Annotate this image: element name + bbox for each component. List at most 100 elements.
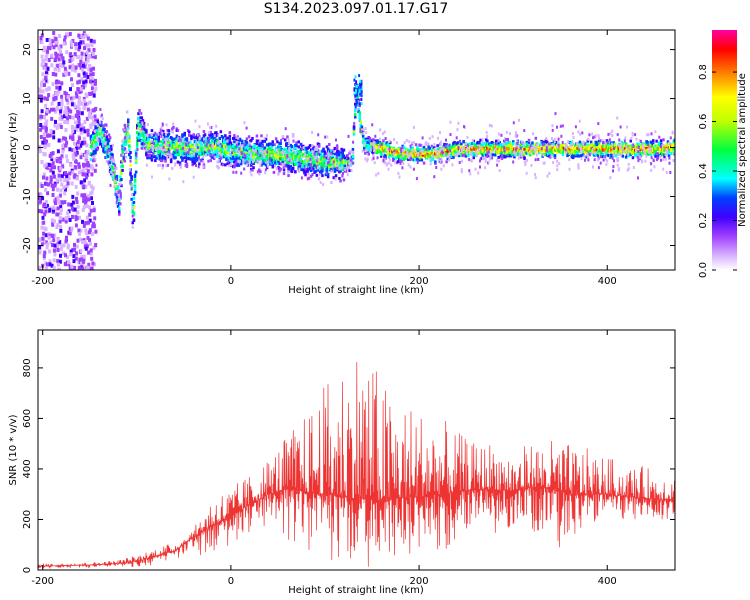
spectrogram-cell bbox=[354, 102, 357, 106]
spectrogram-cell bbox=[89, 91, 93, 96]
spectrogram-cell bbox=[272, 170, 276, 174]
spectrogram-cell bbox=[157, 137, 160, 141]
spectrogram-cell bbox=[422, 161, 426, 165]
spectrogram-cell bbox=[133, 178, 137, 182]
spectrogram-cell bbox=[251, 137, 254, 140]
spectrogram-cell bbox=[77, 79, 81, 84]
spectrogram-cell bbox=[667, 154, 671, 158]
spectrogram-cell bbox=[551, 151, 555, 155]
spectrogram-cell bbox=[41, 215, 45, 220]
spectrogram-cell bbox=[296, 149, 299, 153]
spectrogram-cell bbox=[158, 154, 162, 158]
spectrogram-cell bbox=[40, 40, 44, 45]
spectrogram-cell bbox=[66, 117, 70, 122]
spectrogram-cell bbox=[424, 151, 427, 155]
spectrogram-cell bbox=[650, 144, 654, 148]
spectrogram-cell bbox=[241, 144, 244, 148]
spectrogram-cell bbox=[71, 214, 74, 219]
spectrogram-cell bbox=[76, 80, 80, 85]
spectrogram-cell bbox=[427, 148, 430, 152]
spectrogram-cell bbox=[83, 33, 87, 37]
spectrogram-cell bbox=[263, 155, 266, 159]
spectrogram-cell bbox=[307, 145, 311, 149]
spectrogram-cell bbox=[80, 123, 84, 128]
spectrogram-cell bbox=[398, 147, 401, 151]
spectrogram-cell bbox=[137, 112, 140, 116]
spectrogram-cell bbox=[576, 152, 579, 156]
spectrogram-cell bbox=[288, 151, 291, 155]
spectrogram-cell bbox=[200, 148, 203, 152]
spectrogram-cell bbox=[93, 216, 97, 221]
spectrogram-cell bbox=[208, 149, 211, 153]
spectrogram-cell bbox=[361, 134, 365, 138]
spectrogram-cell bbox=[50, 157, 54, 161]
spectrogram-cell bbox=[547, 152, 550, 156]
spectrogram-cell bbox=[59, 204, 63, 209]
spectrogram-cell bbox=[407, 163, 410, 167]
spectrogram-cell bbox=[253, 144, 256, 148]
spectrogram-cell bbox=[110, 147, 113, 151]
spectrogram-cell bbox=[216, 143, 219, 147]
spectrogram-cell bbox=[163, 152, 166, 156]
spectrogram-cell bbox=[581, 131, 584, 135]
spectrogram-cell bbox=[43, 96, 47, 101]
spectrogram-cell bbox=[286, 158, 289, 162]
spectrogram-cell bbox=[311, 149, 314, 153]
spectrogram-cell bbox=[63, 262, 67, 266]
spectrogram-cell bbox=[278, 169, 281, 173]
spectrogram-cell bbox=[307, 176, 311, 180]
spectrogram-cell bbox=[255, 142, 259, 146]
spectrogram-cell bbox=[193, 161, 197, 165]
spectrogram-cell bbox=[624, 155, 628, 159]
spectrogram-cell bbox=[56, 267, 60, 270]
spectrogram-cell bbox=[308, 166, 312, 170]
spectrogram-cell bbox=[75, 200, 79, 204]
spectrogram-cell bbox=[58, 62, 62, 67]
spectrogram-cell bbox=[85, 215, 89, 220]
spectrogram-cell bbox=[57, 67, 61, 72]
spectrogram-cell bbox=[359, 120, 363, 124]
spectrogram-cell bbox=[618, 152, 621, 156]
spectrogram-cell bbox=[571, 156, 575, 160]
spectrogram-cell bbox=[79, 237, 83, 242]
spectrogram-cell bbox=[517, 156, 520, 160]
spectrogram-cell bbox=[116, 188, 120, 192]
spectrogram-cell bbox=[51, 243, 54, 248]
spectrogram-cell bbox=[69, 163, 73, 168]
spectrogram-cell bbox=[191, 135, 194, 139]
spectrogram-cell bbox=[138, 109, 141, 112]
spectrogram-cell bbox=[335, 147, 339, 151]
spectrogram-cell bbox=[94, 229, 98, 234]
spectrogram-cell bbox=[98, 138, 101, 142]
spectrogram-cell bbox=[127, 132, 130, 136]
spectrogram-cell bbox=[610, 153, 613, 157]
spectrogram-cell bbox=[466, 143, 469, 147]
spectrogram-cell bbox=[316, 159, 319, 163]
spectrogram-cell bbox=[263, 136, 266, 140]
spectrogram-cell bbox=[230, 159, 234, 163]
spectrogram-cell bbox=[136, 131, 139, 135]
spectrogram-cell bbox=[164, 148, 167, 151]
spectrogram-cell bbox=[637, 159, 640, 163]
spectrogram-cell bbox=[72, 156, 76, 161]
spectrogram-cell bbox=[623, 147, 627, 151]
spectrogram-cell bbox=[85, 94, 89, 99]
spectrogram-cell bbox=[39, 135, 43, 139]
spectrogram-cell bbox=[304, 170, 307, 174]
spectrogram-cell bbox=[538, 151, 541, 155]
spectrogram-cell bbox=[79, 65, 83, 70]
spectrogram-cell bbox=[263, 150, 266, 154]
spectrogram-cell bbox=[60, 154, 64, 159]
spectrogram-cell bbox=[55, 91, 58, 96]
spectrogram-cell bbox=[660, 145, 662, 149]
spectrogram-cell bbox=[69, 87, 72, 92]
spectrogram-cell bbox=[159, 128, 163, 131]
spectrogram-cell bbox=[139, 125, 142, 128]
spectrogram-cell bbox=[246, 147, 250, 151]
spectrogram-cell bbox=[88, 212, 92, 217]
spectrogram-cell bbox=[56, 206, 60, 211]
spectrogram-cell bbox=[162, 164, 164, 168]
spectrogram-cell bbox=[84, 184, 88, 189]
spectrogram-cell bbox=[80, 141, 84, 146]
spectrogram-cell bbox=[84, 79, 88, 84]
